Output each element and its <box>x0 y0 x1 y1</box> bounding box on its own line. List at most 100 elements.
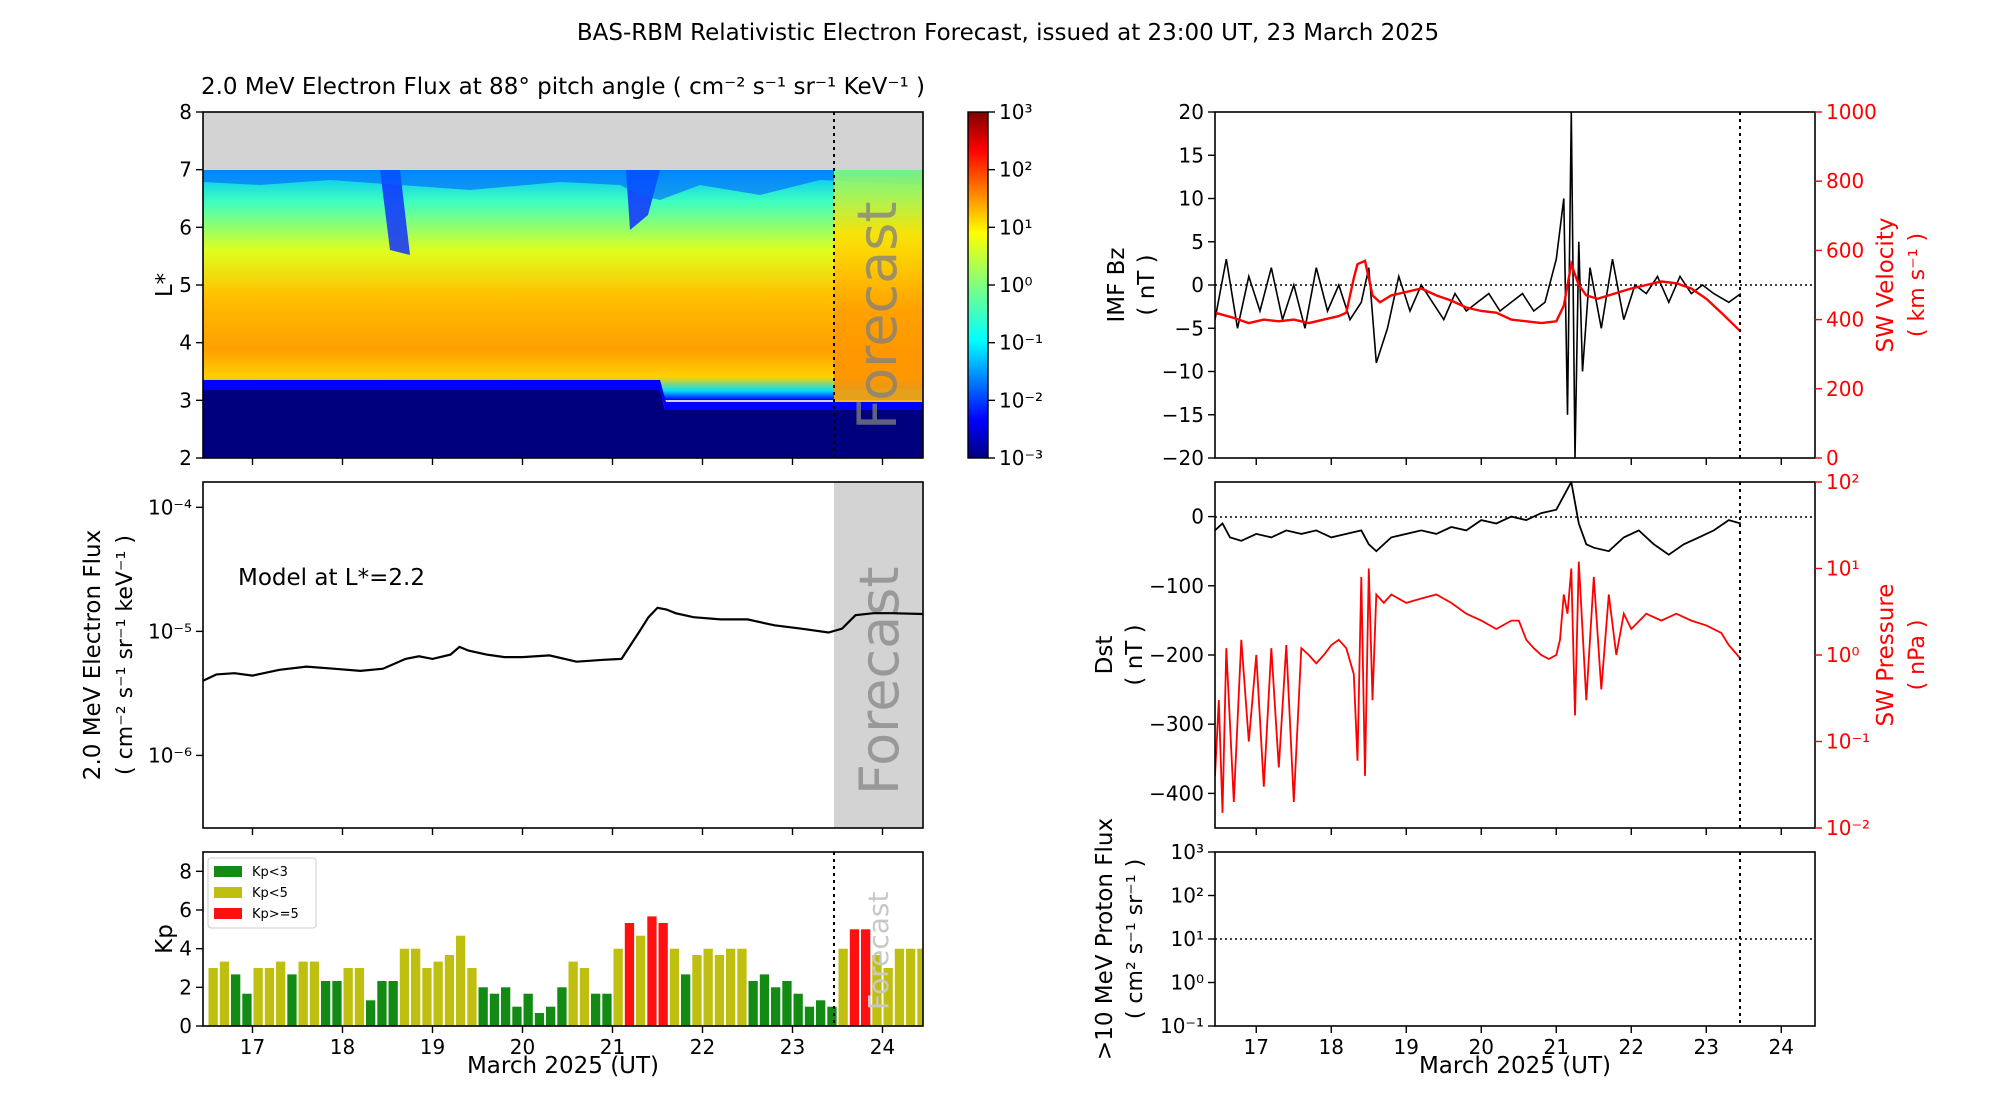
velocity-ylabel-1: SW Velocity <box>1873 218 1899 353</box>
colorbar-tick-label: 10⁰ <box>999 273 1032 297</box>
velocity-y-tick-label: 800 <box>1826 169 1864 193</box>
imf-panel: −20 −15 −10 −5 0 5 10 15 20 0 200 400 600 800 1000 IM… <box>1104 100 1930 470</box>
kp-legend-label-mid: Kp<5 <box>252 886 288 901</box>
imf-y-tick-label: −5 <box>1175 316 1204 340</box>
kp-bar <box>422 968 432 1026</box>
kp-y-tick-label: 2 <box>179 975 192 999</box>
kp-bar <box>568 961 578 1026</box>
kp-bar <box>782 981 792 1026</box>
velocity-y-tick-label: 200 <box>1826 377 1864 401</box>
kp-bar <box>613 948 623 1026</box>
kp-bar <box>759 974 770 1026</box>
colorbar-tick-label: 10⁻³ <box>999 446 1043 470</box>
kp-bar <box>411 948 421 1026</box>
flux-annotation: Model at L*=2.2 <box>238 565 425 591</box>
kp-legend-label-low: Kp<3 <box>252 865 288 880</box>
kp-x-tick-label: 23 <box>780 1035 805 1059</box>
kp-bar <box>726 948 736 1026</box>
kp-bar <box>579 968 590 1026</box>
kp-x-tick-label: 21 <box>600 1035 625 1059</box>
kp-bar <box>872 955 882 1026</box>
imf-y-tick-label: 20 <box>1179 100 1204 124</box>
figure-title: BAS-RBM Relativistic Electron Forecast, … <box>577 20 1439 46</box>
kp-bar <box>512 1006 522 1026</box>
kp-bar <box>276 961 286 1026</box>
imf-y-tick-label: −15 <box>1162 403 1204 427</box>
spectrogram-forecast <box>834 170 923 425</box>
sw-pressure-line <box>1215 561 1742 813</box>
kp-bar <box>681 974 691 1026</box>
kp-bar <box>771 987 781 1026</box>
colorbar: 10⁻³ 10⁻² 10⁻¹ 10⁰ 10¹ 10² 10³ <box>967 100 1043 470</box>
dst-y-tick-label: −200 <box>1149 643 1204 667</box>
proton-y-tick-label: 10³ <box>1171 840 1204 864</box>
kp-bar <box>624 923 635 1026</box>
right-xlabel: March 2025 (UT) <box>1419 1053 1611 1079</box>
kp-bar <box>703 948 713 1026</box>
kp-x-tick-label: 20 <box>510 1035 535 1059</box>
spectrogram-y-tick-label: 4 <box>179 331 192 355</box>
kp-bar <box>231 974 241 1026</box>
kp-bar <box>748 981 758 1026</box>
colorbar-tick-label: 10² <box>999 158 1032 182</box>
pressure-ylabel-2: ( nPa ) <box>1905 620 1930 691</box>
flux-forecast-shade <box>834 482 923 828</box>
kp-y-tick-label: 6 <box>179 898 192 922</box>
kp-legend-swatch-mid <box>214 887 242 898</box>
dst-x-ticks <box>1255 828 1782 835</box>
proton-ylabel-2: ( cm² s⁻¹ sr⁻¹ ) <box>1123 859 1148 1019</box>
velocity-y-ticks: 0 200 400 600 800 1000 <box>1815 100 1877 470</box>
proton-y-tick-label: 10¹ <box>1171 927 1204 951</box>
kp-bar <box>444 955 455 1026</box>
kp-ylabel: Kp <box>152 924 178 954</box>
spectrogram-y-tick-label: 7 <box>179 158 192 182</box>
kp-bar <box>354 968 365 1026</box>
kp-bar <box>309 961 320 1026</box>
spectrogram-y-tick-label: 6 <box>179 215 192 239</box>
proton-x-tick-label: 20 <box>1469 1035 1494 1059</box>
kp-y-tick-label: 0 <box>179 1014 192 1038</box>
kp-bar <box>737 948 747 1026</box>
dst-ylabel-2: ( nT ) <box>1122 624 1148 685</box>
velocity-y-tick-label: 600 <box>1826 238 1864 262</box>
spectrogram-slot-region <box>203 390 923 458</box>
kp-bar <box>804 1006 815 1026</box>
kp-bar <box>456 935 466 1026</box>
left-xlabel: March 2025 (UT) <box>467 1053 659 1079</box>
pressure-y-tick-label: 10² <box>1826 470 1859 494</box>
spectrogram-y-tick-label: 5 <box>179 273 192 297</box>
kp-bar <box>298 961 308 1026</box>
kp-x-tick-label: 24 <box>870 1035 895 1059</box>
kp-legend-swatch-high <box>214 908 242 919</box>
proton-x-tick-label: 17 <box>1244 1035 1269 1059</box>
kp-bar <box>388 981 398 1026</box>
dst-line <box>1215 482 1742 556</box>
kp-legend-swatch-low <box>214 866 242 877</box>
flux-line <box>203 606 923 682</box>
kp-bar <box>602 993 612 1026</box>
kp-bar <box>253 968 263 1026</box>
kp-legend-label-high: Kp>=5 <box>252 907 299 922</box>
imf-bz-line <box>1215 112 1742 458</box>
colorbar-tick-label: 10⁻² <box>999 388 1043 412</box>
colorbar-gradient <box>967 111 989 459</box>
kp-bar <box>399 948 410 1026</box>
kp-bar <box>669 948 680 1026</box>
kp-forecast-label: Forecast <box>862 891 895 1010</box>
velocity-y-tick-label: 400 <box>1826 308 1864 332</box>
imf-y-ticks: −20 −15 −10 −5 0 5 10 15 20 <box>1162 100 1215 470</box>
spectrogram-outer-edge <box>203 170 923 200</box>
kp-bar <box>489 993 500 1026</box>
kp-bar <box>546 1006 556 1026</box>
flux-ylabel-1: 2.0 MeV Electron Flux <box>80 530 106 780</box>
proton-x-ticks: 17 18 19 20 21 22 23 24 <box>1244 1026 1794 1059</box>
kp-y-tick-label: 4 <box>179 937 192 961</box>
kp-bar <box>523 993 533 1026</box>
kp-bar <box>636 935 646 1026</box>
dst-y-tick-label: −300 <box>1149 712 1204 736</box>
kp-legend: Kp<3 Kp<5 Kp>=5 <box>207 857 317 929</box>
spectrogram-y-tick-label: 8 <box>179 100 192 124</box>
imf-y-tick-label: 0 <box>1191 273 1204 297</box>
kp-bar <box>591 993 601 1026</box>
